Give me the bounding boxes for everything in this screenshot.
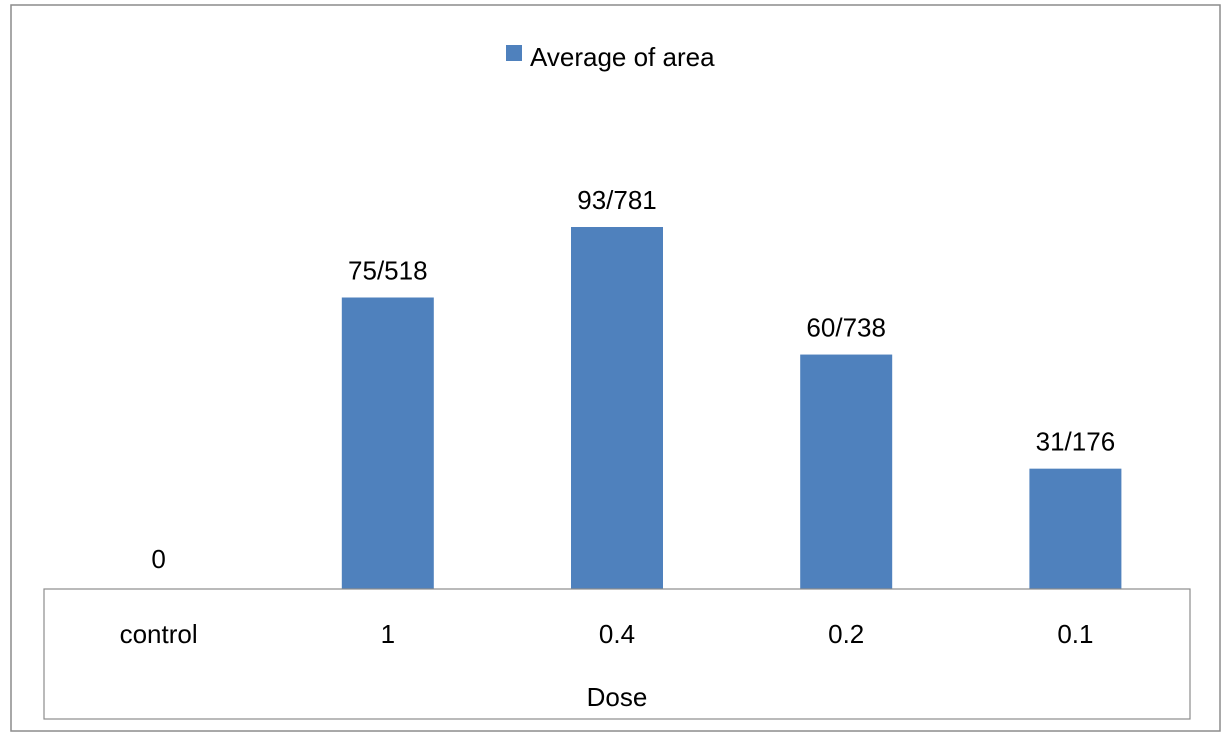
- tick-label-control: control: [120, 619, 198, 649]
- data-labels-layer: 0 75/518 93/781 60/738 31/176: [151, 185, 1115, 574]
- tick-label-0-1: 0.1: [1057, 619, 1093, 649]
- data-label-0-2: 60/738: [806, 313, 886, 343]
- tick-label-1: 1: [381, 619, 395, 649]
- tick-label-0-2: 0.2: [828, 619, 864, 649]
- tick-label-0-4: 0.4: [599, 619, 635, 649]
- data-label-0-1: 31/176: [1036, 427, 1116, 457]
- bar-0-1: [1029, 468, 1122, 589]
- x-axis-title: Dose: [587, 682, 648, 712]
- data-label-0-4: 93/781: [577, 185, 657, 215]
- data-label-control: 0: [151, 544, 165, 574]
- bar-0-4: [571, 227, 663, 589]
- data-label-1: 75/518: [348, 256, 428, 286]
- legend-label: Average of area: [530, 42, 715, 72]
- category-tick-labels: control 1 0.4 0.2 0.1: [120, 619, 1094, 649]
- bar-0-2: [800, 354, 893, 589]
- legend-swatch: [506, 45, 522, 61]
- category-table: control 1 0.4 0.2 0.1 Dose: [43, 588, 1191, 720]
- bar-1: [341, 297, 434, 589]
- category-table-frame: [43, 588, 1191, 720]
- legend: Average of area: [506, 42, 715, 72]
- bars-layer: [341, 227, 1122, 589]
